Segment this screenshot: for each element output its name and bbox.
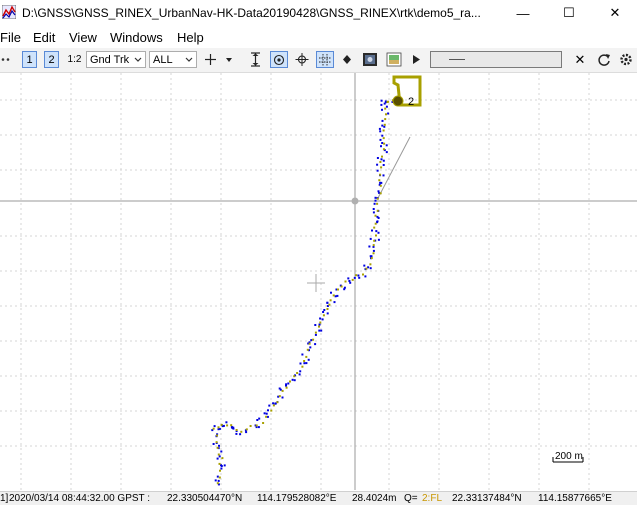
toggle-2-button[interactable]: 2 [44, 51, 59, 68]
chevron-down-icon [185, 57, 193, 62]
drag-handle-icon[interactable] [0, 51, 12, 68]
menu-help[interactable]: Help [177, 30, 204, 45]
window-title: D:\GNSS\GNSS_RINEX_UrbanNav-HK-Data20190… [22, 6, 481, 20]
grid-lines [0, 73, 637, 490]
status-time: 2020/03/14 08:44:32.00 GPST : [9, 493, 151, 504]
center-point-icon[interactable] [294, 51, 310, 68]
reference-line [377, 136, 411, 199]
status-quality-label: Q= [404, 493, 418, 504]
menu-view[interactable]: View [69, 30, 97, 45]
map-image-icon[interactable] [362, 51, 378, 68]
cursor-crosshair [307, 274, 325, 292]
satellite-filter-value: ALL [153, 53, 173, 66]
close-button[interactable]: ✕ [609, 5, 621, 20]
status-cursor-longitude: 114.15877665°E [538, 493, 612, 504]
status-cursor-latitude: 22.33137484°N [452, 493, 522, 504]
grid-button[interactable] [316, 51, 334, 68]
grid-icon [319, 53, 331, 66]
plot-type-value: Gnd Trk [90, 53, 130, 66]
float-solution-points [211, 97, 397, 486]
plot-type-select[interactable]: Gnd Trk [86, 51, 146, 68]
status-prefix: 1] [0, 493, 9, 504]
status-latitude: 22.330504470°N [167, 493, 243, 504]
plot-canvas[interactable]: 2 200 m [0, 73, 637, 490]
point-icon[interactable] [340, 51, 354, 68]
app-icon [2, 5, 16, 19]
title-bar: D:\GNSS\GNSS_RINEX_UrbanNav-HK-Data20190… [0, 0, 637, 26]
status-height: 28.4024m [352, 493, 397, 504]
menu-bar: File Edit View Windows Help [0, 27, 637, 47]
center-origin-icon [273, 54, 285, 65]
toolbar: 1 2 1:2 Gnd Trk ALL [0, 48, 637, 73]
menu-file[interactable]: File [0, 30, 21, 45]
satellite-filter-select[interactable]: ALL [149, 51, 197, 68]
fit-vertical-icon[interactable] [248, 51, 263, 68]
ground-track-plot[interactable]: 2 200 m [0, 73, 637, 490]
crosshair-icon[interactable] [203, 51, 218, 68]
slider-thumb[interactable] [449, 59, 465, 60]
scale-bar: 200 m [552, 451, 584, 463]
status-longitude: 114.179528082°E [257, 493, 337, 504]
maximize-button[interactable]: ☐ [563, 5, 575, 20]
menu-edit[interactable]: Edit [33, 30, 56, 45]
sky-image-icon[interactable] [386, 51, 402, 68]
center-origin-button[interactable] [270, 51, 288, 68]
origin-marker [351, 197, 359, 205]
reload-icon[interactable] [596, 51, 612, 68]
fix-solution-points [212, 99, 394, 485]
menu-windows[interactable]: Windows [110, 30, 163, 45]
status-quality-value: 2:FL [422, 493, 443, 504]
scale-bar-label: 200 m [555, 451, 583, 462]
current-position-marker [392, 95, 404, 107]
chevron-down-icon [134, 57, 142, 62]
dropdown-arrow-icon[interactable] [224, 51, 234, 68]
status-bar: 1] 2020/03/14 08:44:32.00 GPST : 22.3305… [0, 491, 637, 505]
position-marker-label: 2 [408, 96, 414, 108]
minimize-button[interactable]: — [516, 5, 530, 21]
settings-icon[interactable] [618, 51, 634, 68]
clear-icon[interactable]: ✕ [574, 51, 586, 67]
toggle-1-button[interactable]: 1 [22, 51, 37, 68]
time-slider[interactable] [430, 51, 562, 68]
toggle-12-button[interactable]: 1:2 [67, 54, 82, 65]
play-icon[interactable] [409, 51, 423, 68]
